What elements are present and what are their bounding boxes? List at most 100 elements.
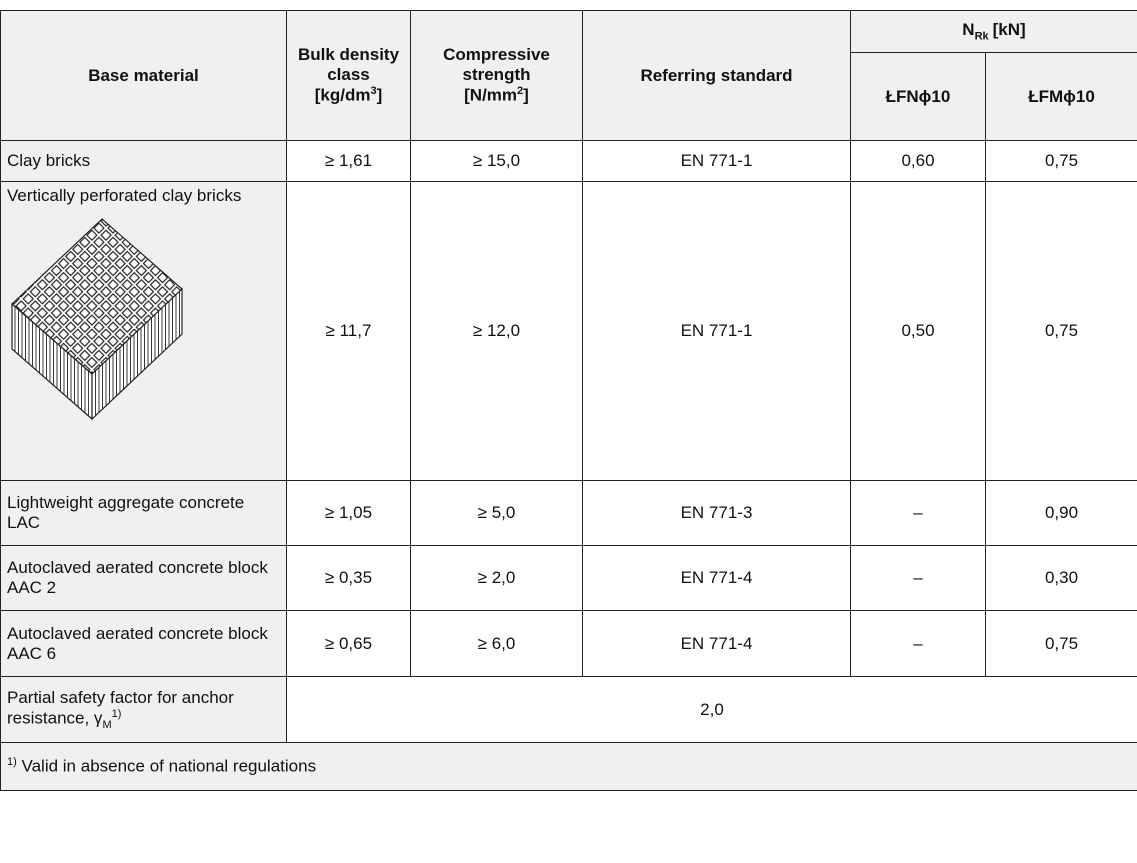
cell-value: ≥ 0,65 [324,633,373,653]
cell-value: 0,75 [1044,321,1079,340]
unit-text: [N/mm [464,85,518,105]
table-row: Lightweight aggregate concrete LAC ≥ 1,05… [0,480,1137,546]
value-cell: ≥ 11,7 [286,181,411,481]
unit: [kg/dm3] [293,85,404,106]
cell-value: ≥ 1,05 [324,503,373,522]
header-cell: Compressive strength [N/mm2] [410,10,583,141]
header-text: ŁFNϕ10 [885,86,951,106]
table-row: Vertically perforated clay bricks ≥ 11,7… [0,181,1137,481]
data-table: Base material Bulk density class [kg/dm3]… [0,10,1137,791]
value-cell: EN 771-4 [582,545,851,611]
cell-value: 0,30 [1044,568,1079,587]
header-text: Compressive strength [443,45,550,85]
cell-value: ≥ 11,7 [325,321,372,340]
subscript: M [102,719,112,732]
header-cell: ŁFMϕ10 [985,52,1137,141]
row-label: Autoclaved aerated concrete block AAC 2 [7,558,268,597]
value-cell: ≥ 1,05 [286,480,411,546]
value-cell: 2,0 [286,676,1137,743]
value-cell: ≥ 2,0 [410,545,583,611]
value-cell: 0,50 [850,181,986,481]
cell-value: EN 771-1 [680,321,753,340]
cell-value: ≥ 0,35 [324,568,373,587]
cell-value: – [913,568,923,587]
header-cell: Base material [0,10,287,141]
header-cell: Bulk density class [kg/dm3] [286,10,411,141]
value-cell: EN 771-4 [582,610,851,677]
value-cell: ≥ 1,61 [286,140,411,182]
header-cell: NRk [kN] [850,10,1137,53]
cell-value: ≥ 15,0 [472,151,521,170]
value-cell: 0,30 [985,545,1137,611]
unit-text: [kg/dm [314,85,371,105]
value-cell: 0,60 [850,140,986,182]
header-text: Bulk density class [297,45,400,85]
value-cell: ≥ 6,0 [410,610,583,677]
table-row: Autoclaved aerated concrete block AAC 2 ≥… [0,545,1137,611]
table-row: Clay bricks ≥ 1,61 ≥ 15,0 EN 771-1 0,60 0,75 [0,140,1137,182]
safety-label: Partial safety factor for anchor resista… [7,687,234,728]
value-cell: 0,75 [985,610,1137,677]
value-cell: – [850,545,986,611]
unit-text: ] [376,85,383,105]
header-text: ŁFMϕ10 [1028,86,1095,106]
superscript: 2 [517,85,524,98]
value-cell: ≥ 0,65 [286,610,411,677]
value-cell: ≥ 0,35 [286,545,411,611]
value-cell: – [850,480,986,546]
header-cell: Referring standard [582,10,851,141]
value-cell: ≥ 5,0 [410,480,583,546]
value-cell: EN 771-1 [582,140,851,182]
cell-value: 0,60 [901,151,935,170]
unit: [N/mm2] [417,85,576,106]
label-cell: Vertically perforated clay bricks [0,181,287,481]
value-cell: 0,75 [985,181,1137,481]
label-cell: Partial safety factor for anchor resista… [0,676,287,743]
cell-value: 0,75 [1044,151,1079,170]
table-body: Clay bricks ≥ 1,61 ≥ 15,0 EN 771-1 0,60 0,75 V… [0,140,1137,791]
row-label: Autoclaved aerated concrete block AAC 6 [7,623,268,663]
brick-illustration [11,218,183,421]
header-text: Referring standard [640,65,793,85]
cell-value: ≥ 5,0 [477,503,516,522]
footnote-cell: 1) Valid in absence of national regulati… [0,742,1137,791]
header-text: [kN] [992,20,1026,40]
label-cell: Clay bricks [0,140,287,182]
value-cell: 0,90 [985,480,1137,546]
header-cell: ŁFNϕ10 [850,52,986,141]
superscript: 1) [111,707,122,720]
value-cell: ≥ 12,0 [410,181,583,481]
label-cell: Autoclaved aerated concrete block AAC 2 [0,545,287,611]
cell-value: 0,50 [901,321,935,340]
cell-value: – [913,503,923,522]
value-cell: – [850,610,986,677]
value-cell: EN 771-3 [582,480,851,546]
cell-value: ≥ 12,0 [472,321,521,340]
subscript: Rk [974,30,989,43]
label-cell: Lightweight aggregate concrete LAC [0,480,287,546]
cell-value: – [913,633,923,653]
footnote-text: Valid in absence of national regulations [21,756,317,776]
cell-value: EN 771-4 [680,568,753,587]
superscript: 1) [7,756,17,769]
cell-value: EN 771-3 [680,503,753,522]
cell-value: ≥ 6,0 [477,633,516,653]
cell-value: ≥ 2,0 [477,568,516,587]
cell-value: EN 771-1 [680,151,753,170]
value-cell: 0,75 [985,140,1137,182]
table-row: Autoclaved aerated concrete block AAC 6 ≥… [0,610,1137,677]
page: Base material Bulk density class [kg/dm3]… [0,10,1137,863]
cell-value: EN 771-4 [680,633,753,653]
row-label: Vertically perforated clay bricks [7,186,242,205]
value-cell: ≥ 15,0 [410,140,583,182]
superscript: 3 [370,85,377,98]
cell-value: 0,75 [1044,633,1079,653]
header-text: N [962,20,975,40]
label-cell: Autoclaved aerated concrete block AAC 6 [0,610,287,677]
header-text: Base material [88,65,199,85]
row-label: Lightweight aggregate concrete LAC [7,493,245,532]
safety-value: 2,0 [700,699,724,719]
cell-value: ≥ 1,61 [324,151,373,170]
row-label: Clay bricks [7,151,91,170]
unit-text: ] [523,85,529,105]
